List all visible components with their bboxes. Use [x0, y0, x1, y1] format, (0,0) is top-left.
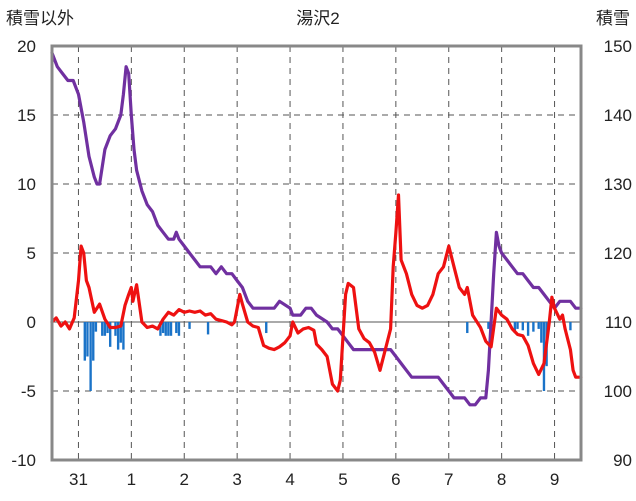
x-tick-label: 2 [180, 470, 189, 489]
precipitation-bar [537, 322, 540, 329]
precipitation-bar [169, 322, 173, 336]
series-lines [50, 51, 583, 407]
snow-depth-line [50, 51, 583, 407]
y-left-tick-label: 10 [17, 175, 36, 194]
precipitation-bar [188, 322, 191, 329]
temperature-line [50, 193, 583, 393]
x-tick-label: 5 [338, 470, 347, 489]
precipitation-bar [466, 322, 469, 334]
x-tick-label: 3 [232, 470, 241, 489]
precipitation-bar [521, 322, 525, 331]
y-right-tick-label: 100 [604, 382, 632, 401]
x-tick-label: 6 [391, 470, 400, 489]
y-left-axis-label: 積雪以外 [6, 9, 74, 28]
y-left-tick-label: -5 [21, 382, 36, 401]
y-left-tick-label: 0 [27, 313, 36, 332]
y-right-tick-label: 150 [604, 37, 632, 56]
precipitation-bar [159, 322, 162, 336]
precipitation-bar [89, 322, 92, 391]
precipitation-bar [94, 322, 98, 332]
precipitation-bar [101, 322, 104, 336]
precipitation-bar [86, 322, 89, 357]
plot-frame [50, 44, 583, 462]
precipitation-bar [540, 322, 543, 343]
gridlines [52, 45, 581, 461]
y-left-tick-label: 15 [17, 106, 36, 125]
precipitation-bar [106, 322, 109, 334]
precipitation-bar [513, 322, 517, 334]
precipitation-bar [116, 322, 120, 350]
x-tick-label: 1 [127, 470, 136, 489]
precipitation-bar [83, 322, 86, 361]
chart-title: 湯沢2 [296, 9, 339, 28]
precipitation-bar [164, 322, 167, 336]
y-right-tick-label: 140 [604, 106, 632, 125]
precipitation-bar [108, 322, 112, 347]
precipitation-bar [122, 322, 125, 350]
x-tick-label: 9 [550, 470, 559, 489]
y-right-tick-label: 90 [613, 451, 632, 470]
x-tick-label: 7 [444, 470, 453, 489]
tick-labels: 20 150 15 140 10 130 5 120 0 110 -5 100 -10 90 31 1 2 3 4 5… [11, 37, 632, 489]
y-right-tick-label: 120 [604, 244, 632, 263]
precipitation-bar [569, 322, 572, 331]
precipitation-bar [161, 322, 165, 334]
precipitation-bar [532, 322, 535, 332]
precipitation-bar [167, 322, 170, 336]
y-right-tick-label: 110 [605, 313, 632, 332]
precipitation-bar [487, 322, 490, 329]
x-tick-label: 8 [497, 470, 506, 489]
precipitation-bar [265, 322, 268, 334]
precipitation-bar [526, 322, 530, 336]
y-right-axis-label: 積雪 [596, 9, 630, 28]
x-tick-label: 4 [285, 470, 294, 489]
x-tick-label: 31 [69, 470, 88, 489]
precipitation-bar [206, 322, 210, 335]
precipitation-bar [177, 322, 181, 336]
precipitation-bar [92, 322, 95, 361]
y-right-tick-label: 130 [604, 175, 632, 194]
precipitation-bar [516, 322, 519, 329]
precipitation-bar [103, 322, 107, 336]
precipitation-bar [119, 322, 122, 343]
precipitation-bar [175, 322, 178, 334]
y-left-tick-label: 5 [27, 244, 36, 263]
y-left-tick-label: 20 [17, 37, 36, 56]
y-left-tick-label: -10 [11, 451, 36, 470]
